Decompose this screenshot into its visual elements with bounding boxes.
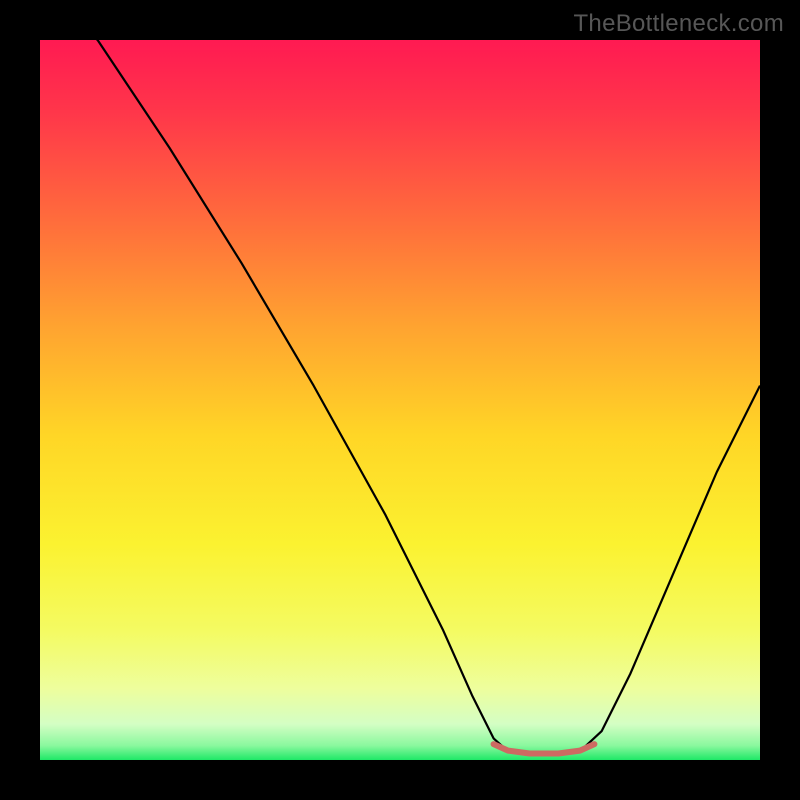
watermark-text: TheBottleneck.com [573, 10, 784, 38]
chart-background [40, 40, 760, 760]
bottleneck-chart [40, 40, 760, 760]
